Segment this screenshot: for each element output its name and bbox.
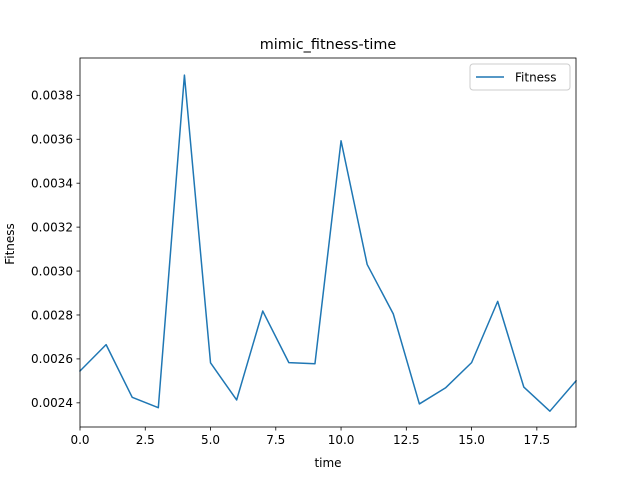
x-tick-label: 12.5 (393, 433, 420, 447)
y-tick-label: 0.0038 (31, 89, 73, 103)
x-tick-label: 7.5 (266, 433, 285, 447)
x-tick-label: 0.0 (70, 433, 89, 447)
x-tick-label: 10.0 (328, 433, 355, 447)
x-tick-label: 2.5 (136, 433, 155, 447)
legend-frame (469, 63, 571, 91)
y-tick-label: 0.0028 (31, 308, 73, 322)
x-axis: 0.0 2.5 5.0 7.5 10.0 12.5 15.0 17.5 (70, 427, 550, 447)
y-tick-label: 0.0036 (31, 133, 73, 147)
x-tick-label: 17.5 (523, 433, 550, 447)
legend-label-0: Fitness (515, 70, 557, 84)
plot-area (78, 57, 578, 428)
series-line-0 (78, 74, 578, 412)
axes-frame (79, 57, 577, 428)
y-tick-label: 0.0034 (31, 176, 73, 190)
x-tick-label: 5.0 (201, 433, 220, 447)
legend: Fitness (469, 63, 571, 91)
y-tick-label: 0.0032 (31, 220, 73, 234)
y-tick-label: 0.0026 (31, 352, 73, 366)
x-tick-label: 15.0 (458, 433, 485, 447)
y-tick-label: 0.0030 (31, 264, 73, 278)
chart-title: mimic_fitness-time (260, 37, 397, 53)
y-axis-label: Fitness (3, 223, 17, 265)
x-axis-label: time (314, 456, 341, 470)
y-axis: 0.0024 0.0026 0.0028 0.0030 0.0032 0.0034 0.00… (31, 89, 80, 410)
y-tick-label: 0.0024 (31, 396, 73, 410)
